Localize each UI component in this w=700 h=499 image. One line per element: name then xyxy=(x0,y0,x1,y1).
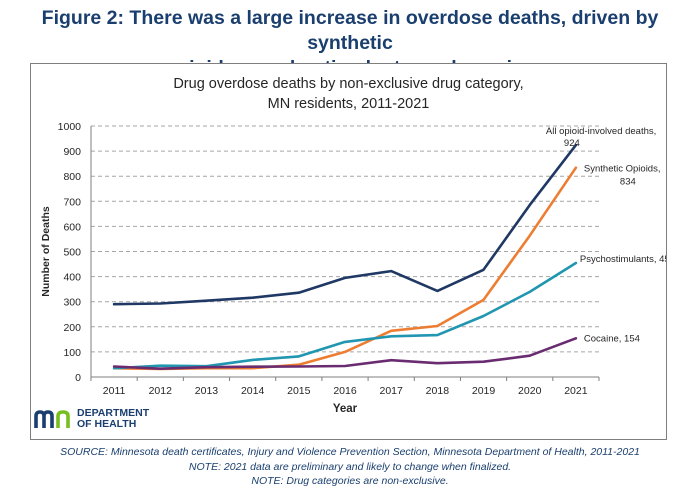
chart-title-line-2: MN residents, 2011-2021 xyxy=(267,96,430,112)
series-line-all-opioid-involved-deaths xyxy=(112,143,578,306)
line-chart: 0 100 200 300 400 500 600 700 800 900 1000 2011 2012… xyxy=(40,121,666,415)
data-label-psychostimulants: Psychostimulants, 454 xyxy=(580,254,666,265)
y-tick-label: 300 xyxy=(63,297,81,309)
y-tick-label: 600 xyxy=(63,221,81,233)
x-tick-label: 2020 xyxy=(518,385,542,397)
y-tick-label: 1000 xyxy=(58,121,82,133)
logo-line-2: OF HEALTH xyxy=(77,418,137,430)
y-tick-label: 200 xyxy=(63,322,81,334)
x-tick-label: 2018 xyxy=(426,385,450,397)
chart-title: Drug overdose deaths by non-exclusive dr… xyxy=(31,74,666,114)
footnote-preliminary: NOTE: 2021 data are preliminary and like… xyxy=(188,460,512,473)
data-label-cocaine: Cocaine, 154 xyxy=(584,333,640,344)
mn-logo-icon xyxy=(34,410,70,428)
series-line-synthetic-opioids xyxy=(112,166,578,371)
x-tick-label: 2013 xyxy=(195,385,219,397)
y-tick-label: 500 xyxy=(63,247,81,259)
series-line-cocaine xyxy=(112,336,578,371)
x-tick-label: 2015 xyxy=(287,385,311,397)
x-tick-label: 2016 xyxy=(333,385,357,397)
logo-text: DEPARTMENT OF HEALTH xyxy=(77,408,149,430)
footnotes: SOURCE: Minnesota death certificates, In… xyxy=(0,445,700,489)
data-label-all-opioid-value: 924 xyxy=(564,138,580,149)
data-label-synthetic: Synthetic Opioids, xyxy=(584,164,661,175)
chart-container: Drug overdose deaths by non-exclusive dr… xyxy=(30,63,667,440)
y-tick-label: 400 xyxy=(63,272,81,284)
x-tick-label: 2014 xyxy=(241,385,265,397)
x-tick-label: 2017 xyxy=(380,385,404,397)
chart-title-line-1: Drug overdose deaths by non-exclusive dr… xyxy=(173,76,524,92)
footnote-nonexclusive: NOTE: Drug categories are non-exclusive. xyxy=(251,475,449,487)
y-axis-label: Number of Deaths xyxy=(40,206,52,297)
y-tick-label: 900 xyxy=(63,146,81,158)
series-line-psychostimulants xyxy=(112,261,578,370)
logo-line-1: DEPARTMENT xyxy=(77,407,150,419)
data-label-synthetic-value: 834 xyxy=(620,177,636,188)
x-tick-label: 2019 xyxy=(472,385,496,397)
footnote-source: SOURCE: Minnesota death certificates, In… xyxy=(60,446,640,458)
x-tick-label: 2021 xyxy=(564,385,588,397)
x-tick-label: 2011 xyxy=(103,385,126,397)
y-tick-label: 100 xyxy=(63,347,81,359)
data-label-all-opioid: All opioid-involved deaths, xyxy=(546,126,656,137)
figure-title-line-1: Figure 2: There was a large increase in … xyxy=(41,7,659,54)
x-axis-label: Year xyxy=(333,403,358,415)
x-tick-label: 2012 xyxy=(149,385,173,397)
mdh-logo: DEPARTMENT OF HEALTH xyxy=(34,408,149,430)
y-tick-label: 700 xyxy=(63,196,81,208)
y-tick-label: 0 xyxy=(75,372,81,384)
y-tick-label: 800 xyxy=(63,171,81,183)
